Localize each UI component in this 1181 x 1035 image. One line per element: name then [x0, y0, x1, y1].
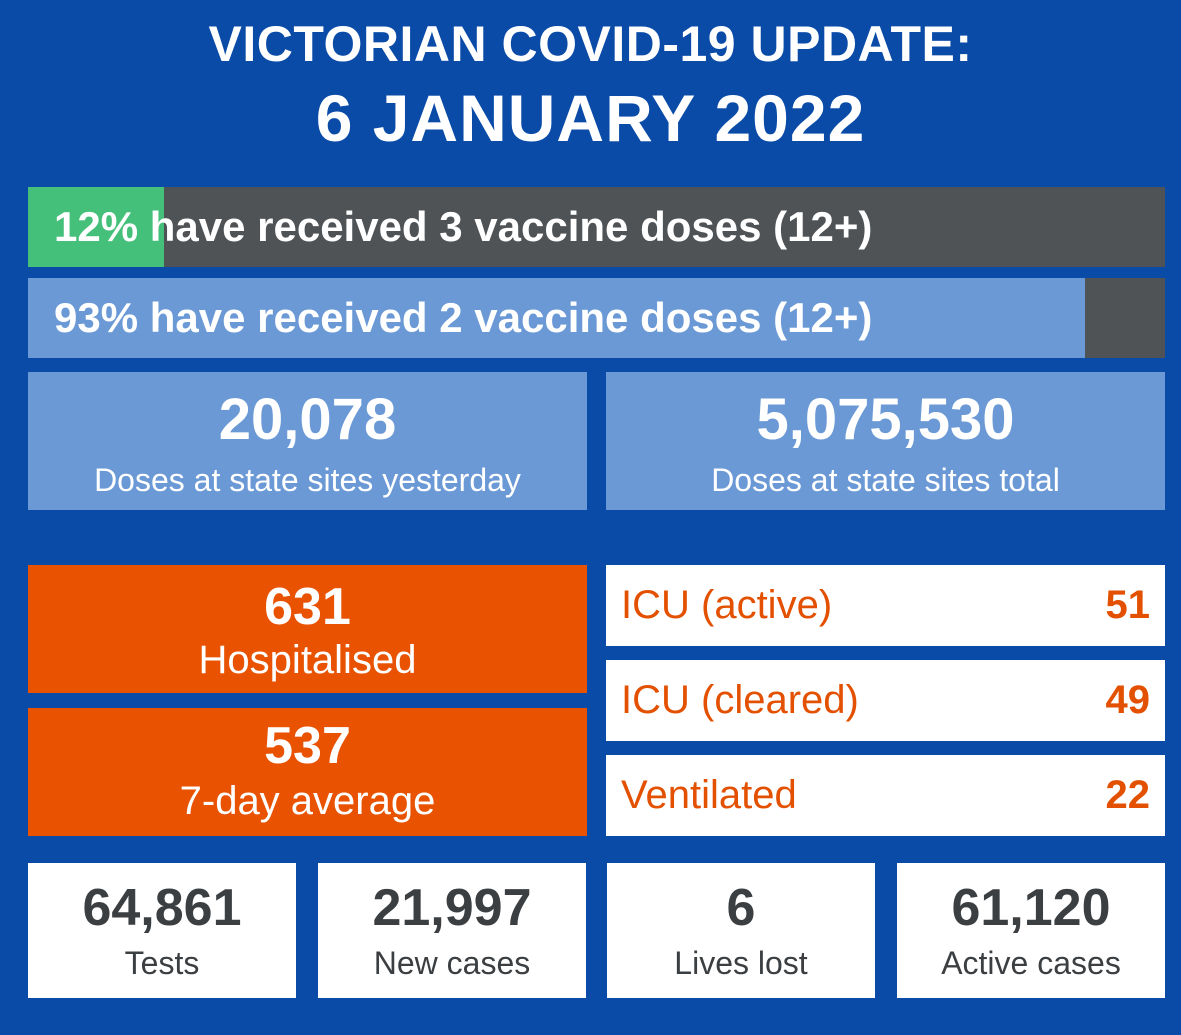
- seven-day-average-label: 7-day average: [179, 779, 436, 823]
- new-cases-card: 21,997 New cases: [318, 863, 586, 998]
- new-cases-value: 21,997: [372, 879, 532, 937]
- page-date: 6 JANUARY 2022: [315, 81, 866, 155]
- lives-lost-value: 6: [726, 879, 756, 937]
- hospitalised-label: Hospitalised: [198, 638, 417, 682]
- ventilated-value: 22: [1105, 773, 1151, 817]
- tests-card: 64,861 Tests: [28, 863, 296, 998]
- icu-active-label: ICU (active): [621, 583, 833, 627]
- ventilated-label: Ventilated: [621, 773, 797, 817]
- lives-lost-label: Lives lost: [674, 945, 808, 981]
- three-dose-text: 12% have received 3 vaccine doses (12+): [54, 203, 873, 250]
- tests-label: Tests: [124, 945, 200, 981]
- active-cases-label: Active cases: [941, 945, 1121, 981]
- hospitalised-value: 631: [264, 578, 351, 636]
- two-dose-text: 93% have received 2 vaccine doses (12+): [54, 294, 873, 341]
- icu-cleared-label: ICU (cleared): [621, 678, 859, 722]
- icu-cleared-row: ICU (cleared) 49: [606, 660, 1165, 741]
- two-dose-progress-bar: 93% have received 2 vaccine doses (12+): [28, 278, 1165, 358]
- active-cases-card: 61,120 Active cases: [897, 863, 1165, 998]
- lives-lost-card: 6 Lives lost: [607, 863, 875, 998]
- two-dose-progress-fill: [28, 278, 1086, 358]
- doses-total-value: 5,075,530: [756, 387, 1015, 452]
- seven-day-average-value: 537: [264, 717, 351, 775]
- icu-active-row: ICU (active) 51: [606, 565, 1165, 646]
- doses-total-card: 5,075,530 Doses at state sites total: [606, 372, 1165, 510]
- ventilated-row: Ventilated 22: [606, 755, 1165, 836]
- doses-yesterday-label: Doses at state sites yesterday: [94, 462, 521, 498]
- icu-active-value: 51: [1105, 583, 1151, 627]
- doses-total-label: Doses at state sites total: [711, 462, 1060, 498]
- seven-day-average-card: 537 7-day average: [28, 708, 587, 836]
- tests-value: 64,861: [82, 879, 242, 937]
- doses-yesterday-card: 20,078 Doses at state sites yesterday: [28, 372, 587, 510]
- hospitalised-card: 631 Hospitalised: [28, 565, 587, 693]
- icu-cleared-value: 49: [1105, 678, 1151, 722]
- page-title: VICTORIAN COVID-19 UPDATE:: [208, 16, 973, 72]
- three-dose-progress-fill: [28, 187, 165, 267]
- three-dose-progress-bar: 12% have received 3 vaccine doses (12+): [28, 187, 1165, 267]
- new-cases-label: New cases: [373, 945, 531, 981]
- active-cases-value: 61,120: [951, 879, 1111, 937]
- doses-yesterday-value: 20,078: [218, 387, 397, 452]
